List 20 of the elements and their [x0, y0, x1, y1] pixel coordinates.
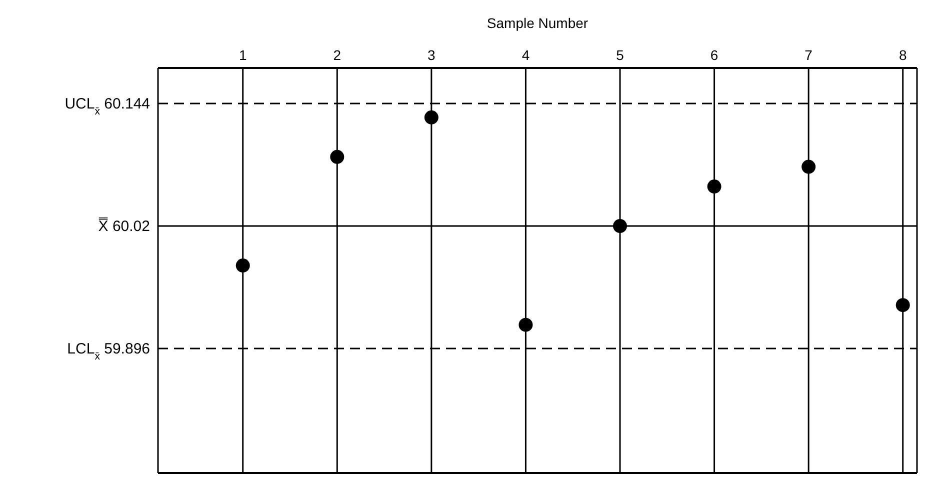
point [518, 318, 533, 332]
x-tick-label: 2 [333, 47, 342, 63]
point [896, 298, 910, 312]
point [707, 180, 722, 194]
x-tick-label: 4 [522, 47, 530, 63]
x-tick-label: 5 [616, 47, 624, 63]
x-axis-title: Sample Number [486, 14, 588, 31]
x-tick-label: 7 [804, 47, 813, 63]
point [613, 219, 627, 234]
ref-line-label: X̿ 60.02 [98, 217, 150, 236]
x-tick-label: 3 [428, 47, 436, 63]
point [424, 110, 438, 124]
x-tick-label: 1 [238, 47, 247, 63]
ref-line-label: LCL$_{x̄}$ 59.896 [67, 340, 150, 363]
x-tick-label: 8 [898, 47, 907, 63]
point [236, 258, 250, 273]
ref-line-label: UCL$_{x̄}$ 60.144 [64, 96, 150, 118]
point [330, 150, 344, 164]
point [802, 160, 816, 174]
x-tick-label: 6 [710, 47, 718, 63]
